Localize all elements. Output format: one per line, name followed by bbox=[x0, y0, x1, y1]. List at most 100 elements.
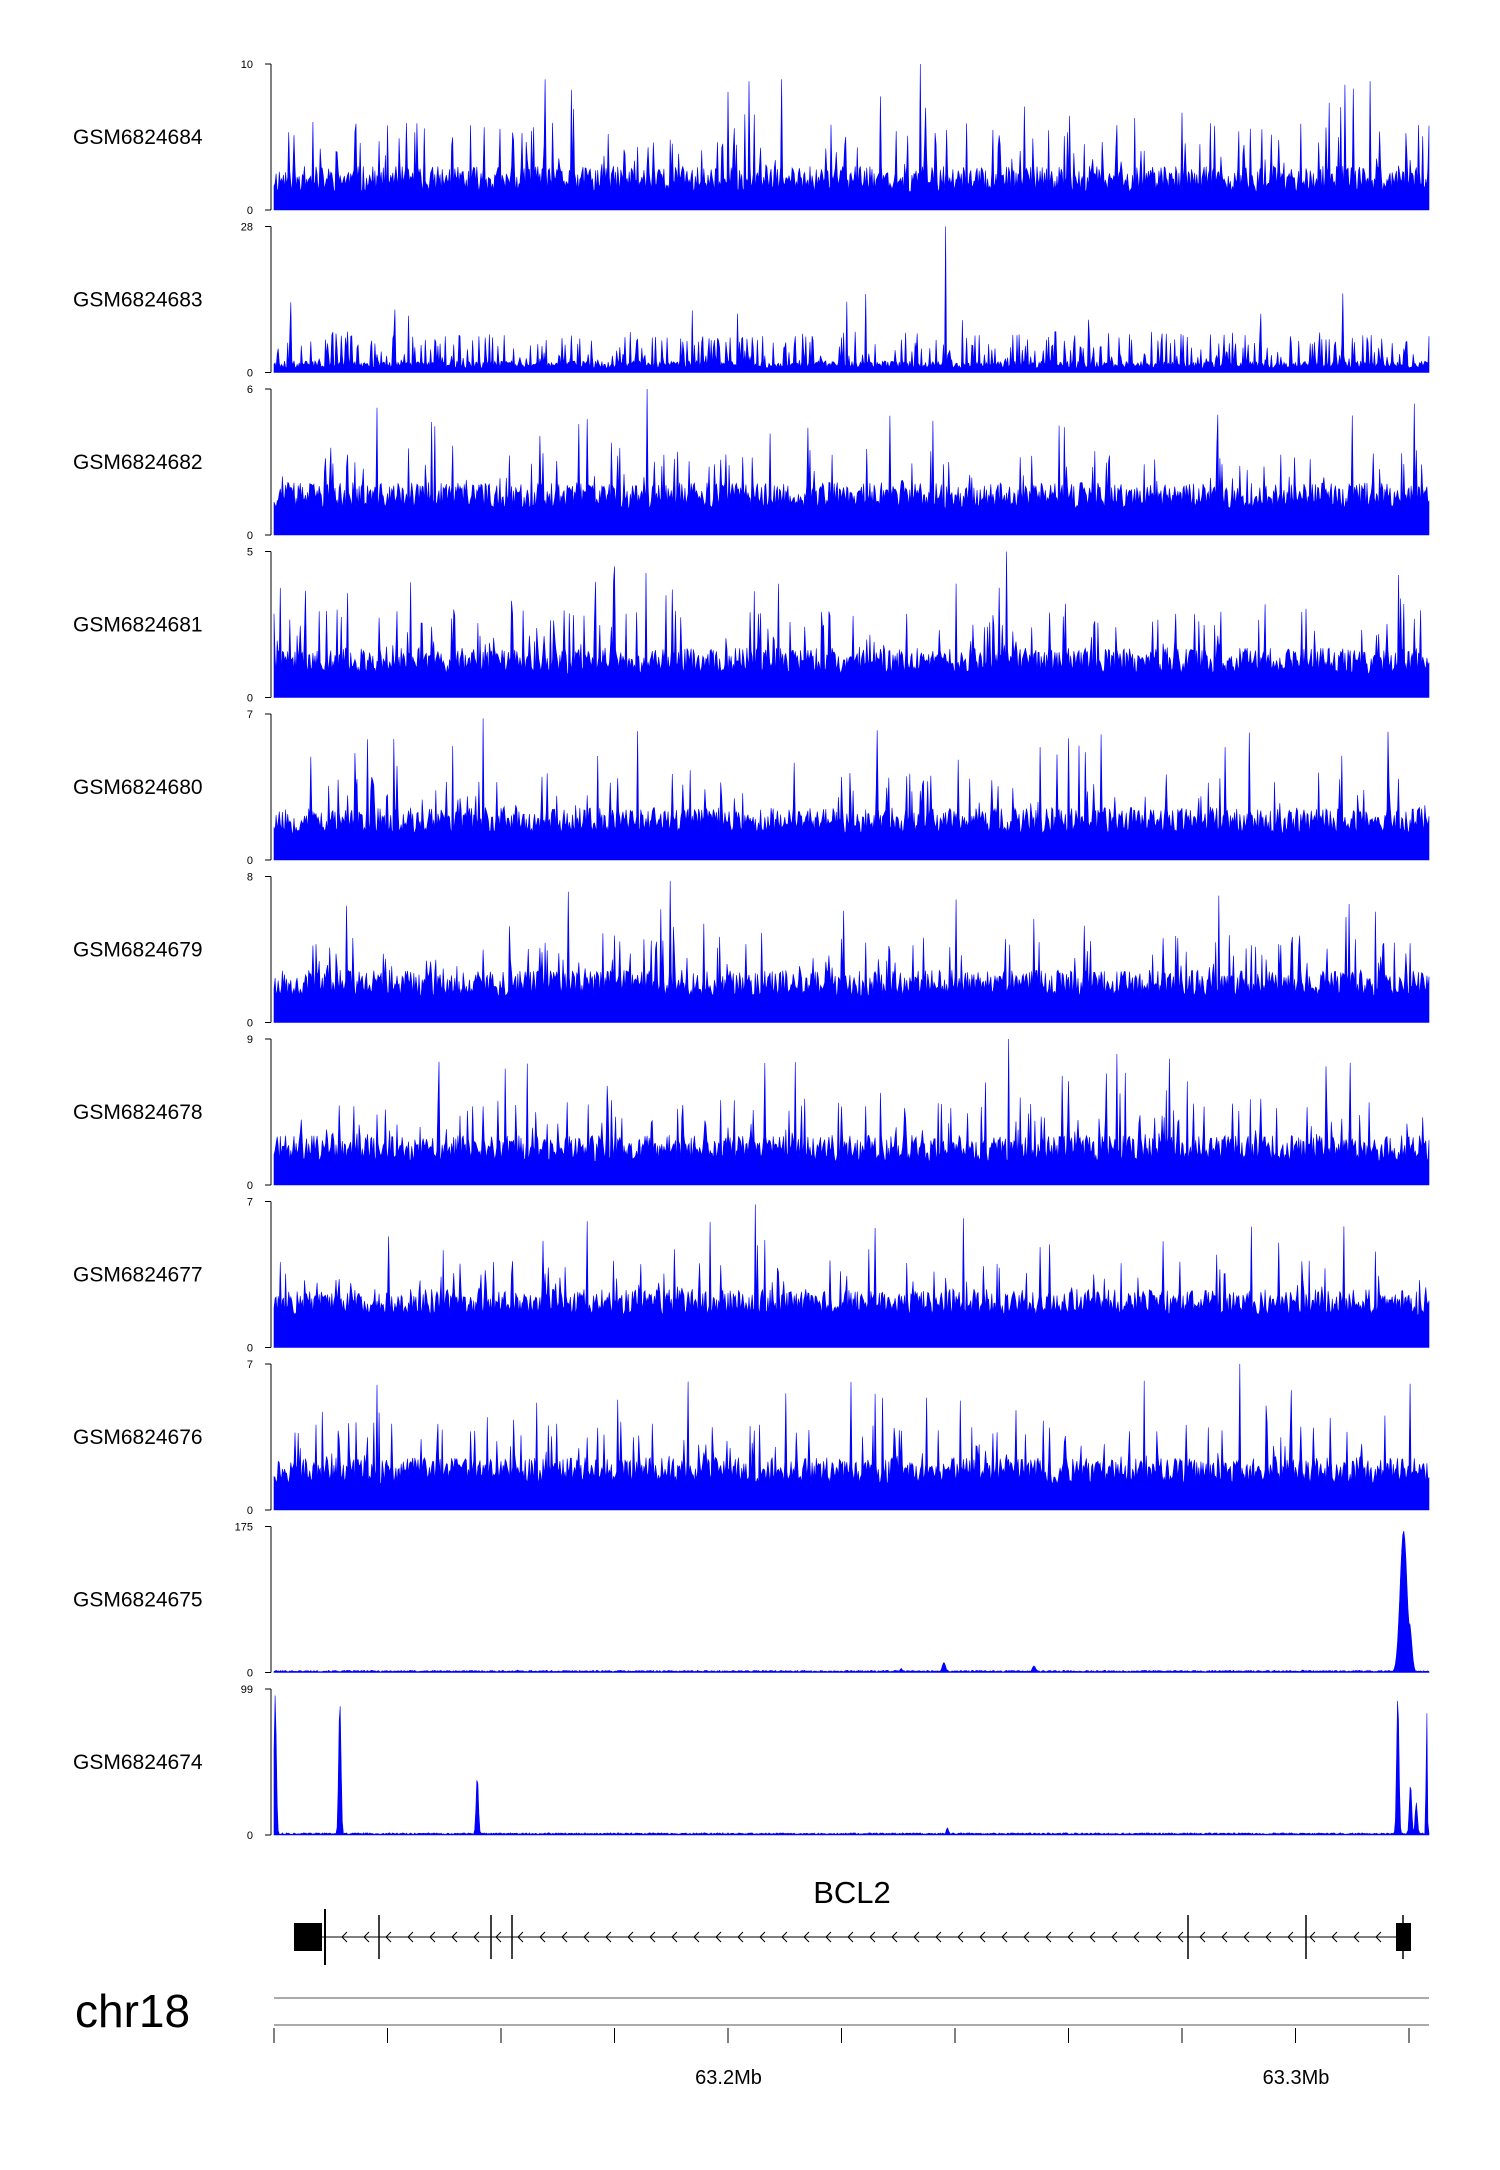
signal-area bbox=[273, 388, 1430, 536]
strand-arrow bbox=[583, 1931, 590, 1943]
signal-area bbox=[273, 1038, 1430, 1186]
signal-area bbox=[273, 226, 1430, 373]
track-GSM6824676: GSM6824676 7 0 bbox=[73, 1359, 1430, 1517]
y-max-label: 10 bbox=[241, 59, 253, 71]
signal-area bbox=[273, 1363, 1430, 1511]
track-label: GSM6824675 bbox=[73, 1589, 203, 1612]
strand-arrow bbox=[561, 1931, 568, 1943]
y-max-label: 8 bbox=[247, 872, 253, 884]
strand-arrow bbox=[1177, 1931, 1184, 1943]
y-max-label: 5 bbox=[247, 547, 253, 559]
signal-area bbox=[273, 551, 1430, 698]
strand-arrow bbox=[825, 1931, 832, 1943]
track-GSM6824679: GSM6824679 8 0 bbox=[73, 872, 1430, 1030]
exon-5utr bbox=[1396, 1923, 1411, 1951]
position-label: 63.3Mb bbox=[1263, 2067, 1330, 2089]
strand-arrow bbox=[737, 1931, 744, 1943]
y-max-label: 7 bbox=[247, 1197, 253, 1209]
y-max-label: 6 bbox=[247, 384, 253, 396]
y-max-label: 28 bbox=[241, 222, 253, 234]
strand-arrow bbox=[1111, 1931, 1118, 1943]
signal-area bbox=[273, 880, 1430, 1023]
track-GSM6824683: GSM6824683 28 0 bbox=[73, 222, 1430, 380]
strand-arrow bbox=[429, 1931, 436, 1943]
track-GSM6824677: GSM6824677 7 0 bbox=[73, 1197, 1430, 1355]
strand-arrow bbox=[1045, 1931, 1052, 1943]
signal-area bbox=[273, 1695, 1430, 1836]
strand-arrow bbox=[1199, 1931, 1206, 1943]
strand-arrow bbox=[407, 1931, 414, 1943]
strand-arrow bbox=[891, 1931, 898, 1943]
strand-arrow bbox=[649, 1931, 656, 1943]
strand-arrow bbox=[979, 1931, 986, 1943]
strand-arrow bbox=[1155, 1931, 1162, 1943]
track-GSM6824674: GSM6824674 99 0 bbox=[73, 1684, 1430, 1842]
strand-arrow bbox=[1001, 1931, 1008, 1943]
strand-arrow bbox=[363, 1931, 370, 1943]
y-min-label: 0 bbox=[247, 205, 253, 217]
strand-arrow bbox=[539, 1931, 546, 1943]
track-GSM6824680: GSM6824680 7 0 bbox=[73, 709, 1430, 867]
track-label: GSM6824683 bbox=[73, 289, 203, 312]
signal-tracks: GSM6824684100GSM6824683280GSM682468260GS… bbox=[73, 59, 1430, 1842]
strand-arrow bbox=[627, 1931, 634, 1943]
signal-area bbox=[273, 1204, 1430, 1348]
strand-arrow bbox=[1023, 1931, 1030, 1943]
strand-arrow bbox=[1089, 1931, 1096, 1943]
y-min-label: 0 bbox=[247, 530, 253, 542]
y-max-label: 9 bbox=[247, 1034, 253, 1046]
strand-arrow bbox=[693, 1931, 700, 1943]
track-label: GSM6824684 bbox=[73, 126, 203, 149]
chromosome-label: chr18 bbox=[75, 1985, 190, 2037]
strand-arrow bbox=[847, 1931, 854, 1943]
y-max-label: 7 bbox=[247, 1359, 253, 1371]
track-GSM6824682: GSM6824682 6 0 bbox=[73, 384, 1430, 542]
strand-arrow bbox=[451, 1931, 458, 1943]
track-label: GSM6824676 bbox=[73, 1426, 203, 1449]
track-label: GSM6824674 bbox=[73, 1751, 203, 1774]
strand-arrow bbox=[385, 1931, 392, 1943]
track-label: GSM6824680 bbox=[73, 776, 203, 799]
strand-arrow bbox=[1221, 1931, 1228, 1943]
strand-arrow bbox=[1265, 1931, 1272, 1943]
strand-arrow bbox=[605, 1931, 612, 1943]
strand-arrow bbox=[1309, 1931, 1316, 1943]
y-min-label: 0 bbox=[247, 1830, 253, 1842]
strand-arrow bbox=[715, 1931, 722, 1943]
track-GSM6824675: GSM6824675 175 0 bbox=[73, 1522, 1430, 1680]
strand-arrow bbox=[869, 1931, 876, 1943]
y-min-label: 0 bbox=[247, 1668, 253, 1680]
track-label: GSM6824681 bbox=[73, 614, 203, 637]
strand-arrow bbox=[781, 1931, 788, 1943]
signal-area bbox=[273, 1530, 1430, 1673]
strand-arrow bbox=[341, 1931, 348, 1943]
strand-arrow bbox=[1331, 1931, 1338, 1943]
strand-arrow bbox=[1067, 1931, 1074, 1943]
strand-arrow bbox=[913, 1931, 920, 1943]
y-min-label: 0 bbox=[247, 1343, 253, 1355]
y-max-label: 99 bbox=[241, 1684, 253, 1696]
strand-arrow bbox=[935, 1931, 942, 1943]
y-min-label: 0 bbox=[247, 1505, 253, 1517]
signal-area bbox=[273, 718, 1430, 861]
exon-3utr bbox=[294, 1923, 322, 1951]
y-min-label: 0 bbox=[247, 368, 253, 380]
y-max-label: 7 bbox=[247, 709, 253, 721]
strand-arrow bbox=[759, 1931, 766, 1943]
strand-arrow bbox=[473, 1931, 480, 1943]
strand-arrow bbox=[517, 1931, 524, 1943]
track-label: GSM6824679 bbox=[73, 939, 203, 962]
strand-arrow bbox=[1375, 1931, 1382, 1943]
track-label: GSM6824678 bbox=[73, 1101, 203, 1124]
strand-arrow bbox=[671, 1931, 678, 1943]
strand-arrow bbox=[1133, 1931, 1140, 1943]
y-max-label: 175 bbox=[235, 1522, 253, 1534]
position-label: 63.2Mb bbox=[695, 2067, 762, 2089]
gene-model-track: BCL2 bbox=[294, 1875, 1411, 1965]
strand-arrow bbox=[1353, 1931, 1360, 1943]
strand-arrow bbox=[495, 1931, 502, 1943]
gene-name: BCL2 bbox=[813, 1875, 891, 1910]
strand-arrow bbox=[803, 1931, 810, 1943]
track-GSM6824684: GSM6824684 10 0 bbox=[73, 59, 1430, 217]
